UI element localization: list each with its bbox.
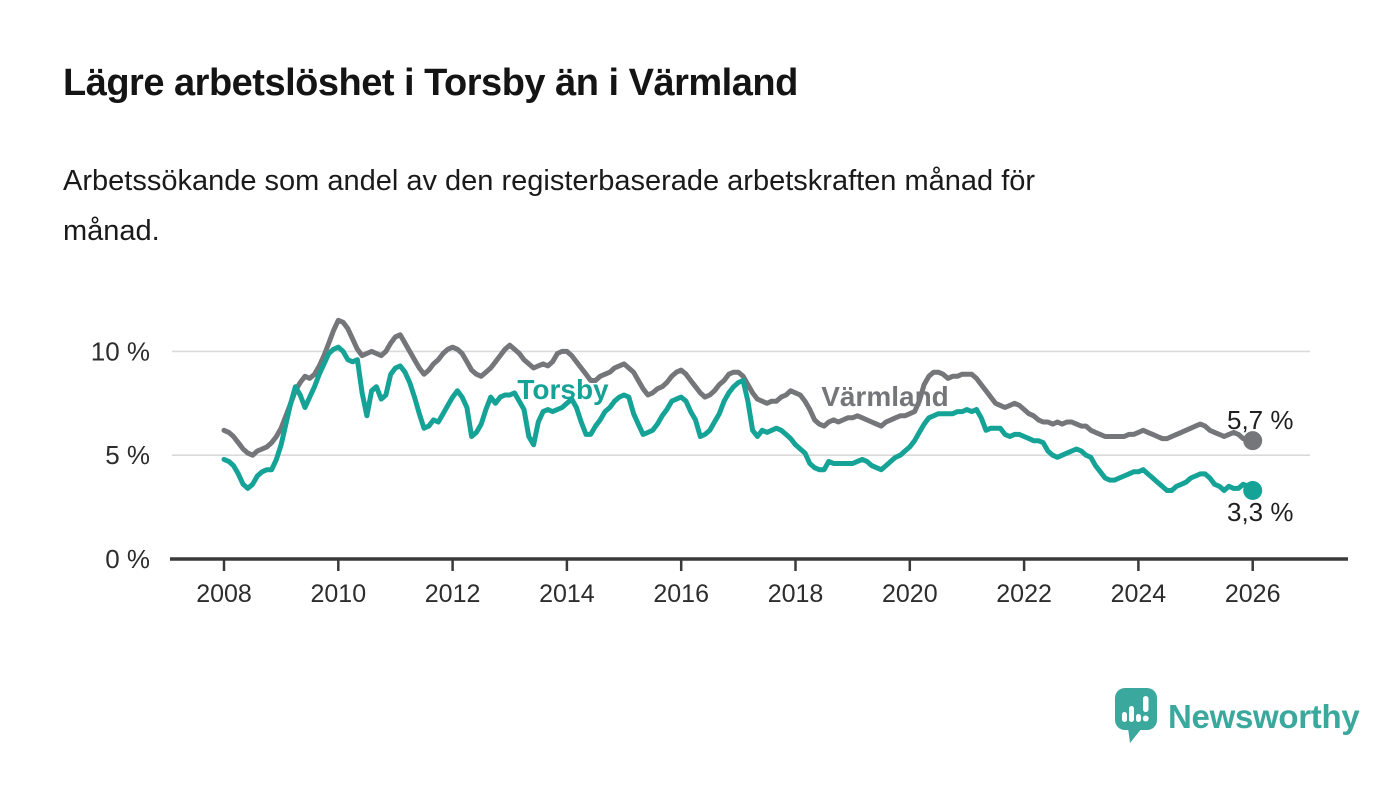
y-tick-label: 5 % [105, 440, 150, 470]
x-axis: 2008 2010 2012 2014 2016 2018 2020 2022 2024 2026 [170, 557, 1348, 608]
torsby-line [221, 344, 1256, 493]
chart-labels: Torsby Värmland 5,7 % 3,3 % [517, 374, 1293, 527]
y-tick-label: 10 % [91, 336, 150, 366]
subtitle-line-2: månad. [63, 215, 160, 247]
torsby-end-dot [1243, 480, 1263, 500]
varmland-end-value-label: 5,7 % [1227, 405, 1294, 435]
gridlines: 0 % 5 % 10 % [91, 336, 1310, 574]
subtitle-line-1: Arbetssökande som andel av den registerb… [63, 165, 1036, 197]
vrmland-end-dot [1243, 431, 1263, 451]
chart-subtitle: Arbetssökande som andel av den registerb… [63, 156, 1303, 256]
series-lines [221, 317, 1263, 500]
newsworthy-speech-bubble-bar-chart-icon [1115, 688, 1157, 743]
y-tick-label: 0 % [105, 544, 150, 574]
page-title: Lägre arbetslöshet i Torsby än i Värmlan… [63, 62, 798, 104]
newsworthy-logo-text: Newsworthy [1168, 697, 1360, 735]
vrmland-line [221, 317, 1256, 458]
x-tick-label: 2014 [539, 580, 595, 608]
torsby-end-value-label: 3,3 % [1227, 497, 1294, 527]
x-tick-label: 2016 [653, 580, 709, 608]
torsby-series-label: Torsby [517, 374, 609, 405]
x-tick-label: 2018 [768, 580, 824, 608]
x-tick-label: 2010 [310, 580, 366, 608]
varmland-series-label: Värmland [821, 381, 949, 412]
x-tick-label: 2024 [1111, 580, 1167, 608]
newsworthy-logo: Newsworthy [1115, 688, 1360, 745]
x-tick-label: 2012 [425, 580, 481, 608]
x-tick-label: 2022 [996, 580, 1052, 608]
x-tick-label: 2008 [196, 580, 252, 608]
x-tick-label: 2026 [1225, 580, 1281, 608]
x-tick-label: 2020 [882, 580, 938, 608]
